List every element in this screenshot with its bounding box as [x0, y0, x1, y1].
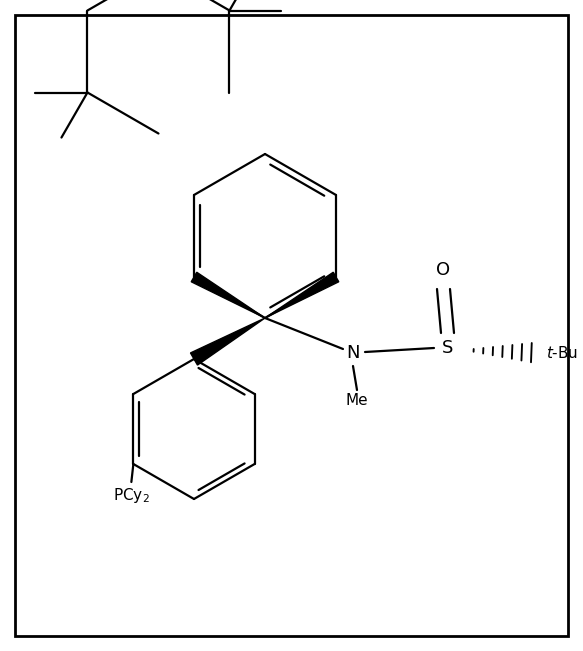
Text: O: O [436, 261, 450, 279]
Polygon shape [191, 318, 265, 365]
Text: Me: Me [346, 393, 368, 408]
Text: N: N [346, 344, 360, 362]
Text: PCy$_2$: PCy$_2$ [113, 486, 150, 505]
Polygon shape [265, 272, 339, 318]
Text: S: S [442, 339, 454, 357]
Polygon shape [191, 272, 265, 318]
Text: $\it{t}$-Bu: $\it{t}$-Bu [546, 345, 578, 361]
